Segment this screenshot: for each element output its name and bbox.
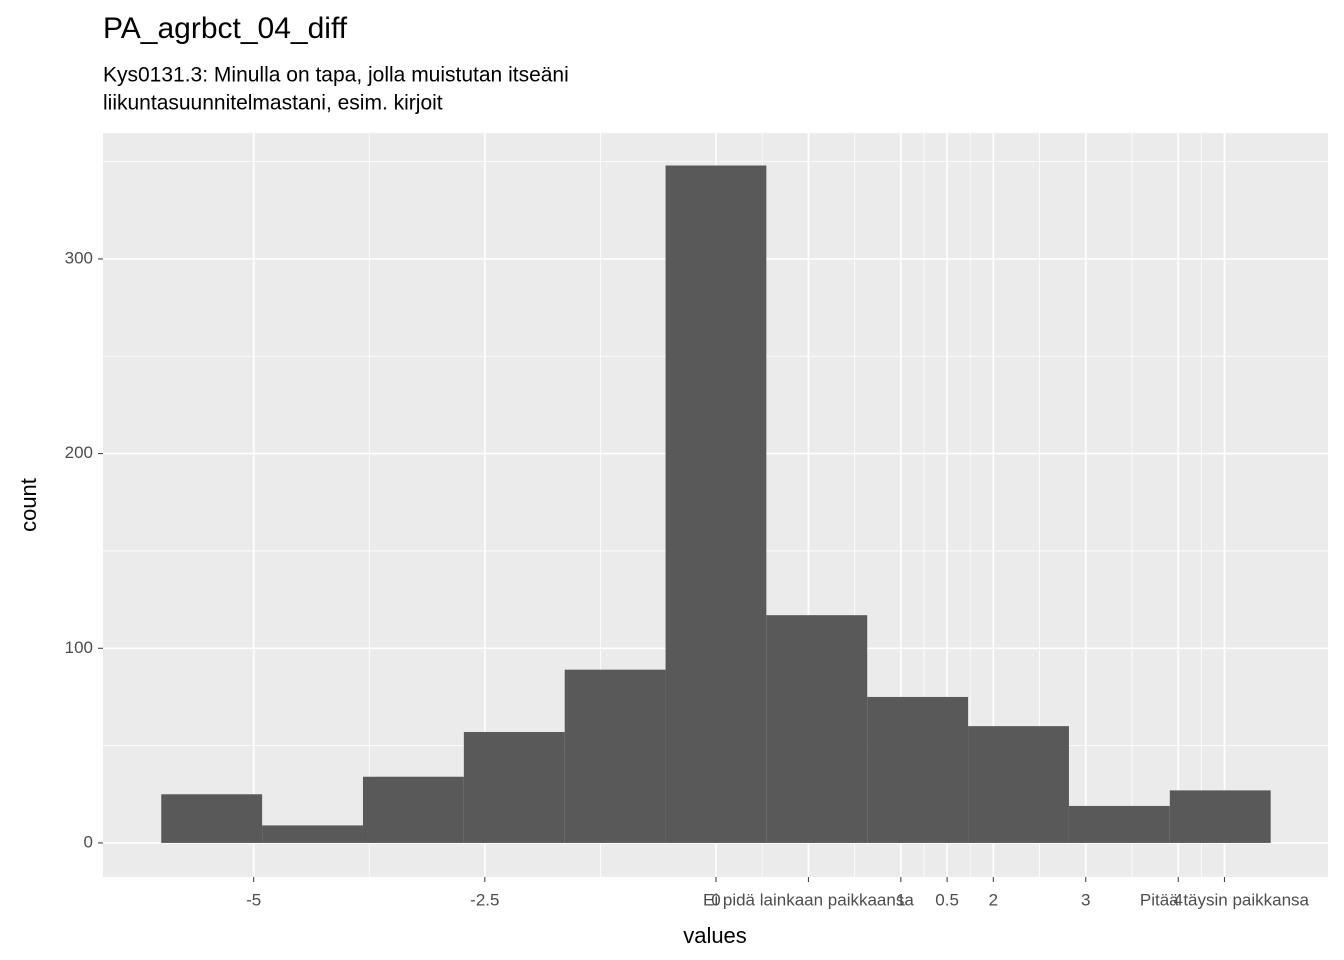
chart-title: PA_agrbct_04_diff [103,12,348,45]
chart-subtitle: Kys0131.3: Minulla on tapa, jolla muistu… [103,64,569,87]
x-tick-label: 0.5 [935,890,959,909]
x-tick-label: -2.5 [470,890,499,909]
bar [968,726,1069,843]
y-tick-label: 200 [65,443,93,462]
x-tick-label: 1 [896,890,905,909]
y-tick-label: 100 [65,638,93,657]
x-tick-label: 3 [1081,890,1090,909]
y-tick-label: 0 [84,832,93,851]
bar [867,696,969,843]
bar [1068,805,1170,843]
x-tick-label: 2 [989,890,998,909]
bar [564,669,666,843]
x-axis-title: values [683,923,747,948]
y-tick-label: 300 [65,248,93,267]
bar [1169,790,1271,843]
x-tick-label: Ei pidä lainkaan paikkaansa [703,890,914,909]
bar [463,731,565,843]
x-tick-label: -5 [246,890,261,909]
x-tick-label: Pitää täysin paikkansa [1140,890,1310,909]
bar [766,615,868,843]
bar [161,794,263,843]
chart-subtitle: liikuntasuunnitelmastani, esim. kirjoit [103,92,443,115]
bar [262,825,363,843]
x-tick-label: 4 [1173,890,1182,909]
y-axis-title: count [16,478,41,532]
bar [362,776,464,843]
bar [665,165,767,843]
x-tick-label: 0 [711,890,720,909]
